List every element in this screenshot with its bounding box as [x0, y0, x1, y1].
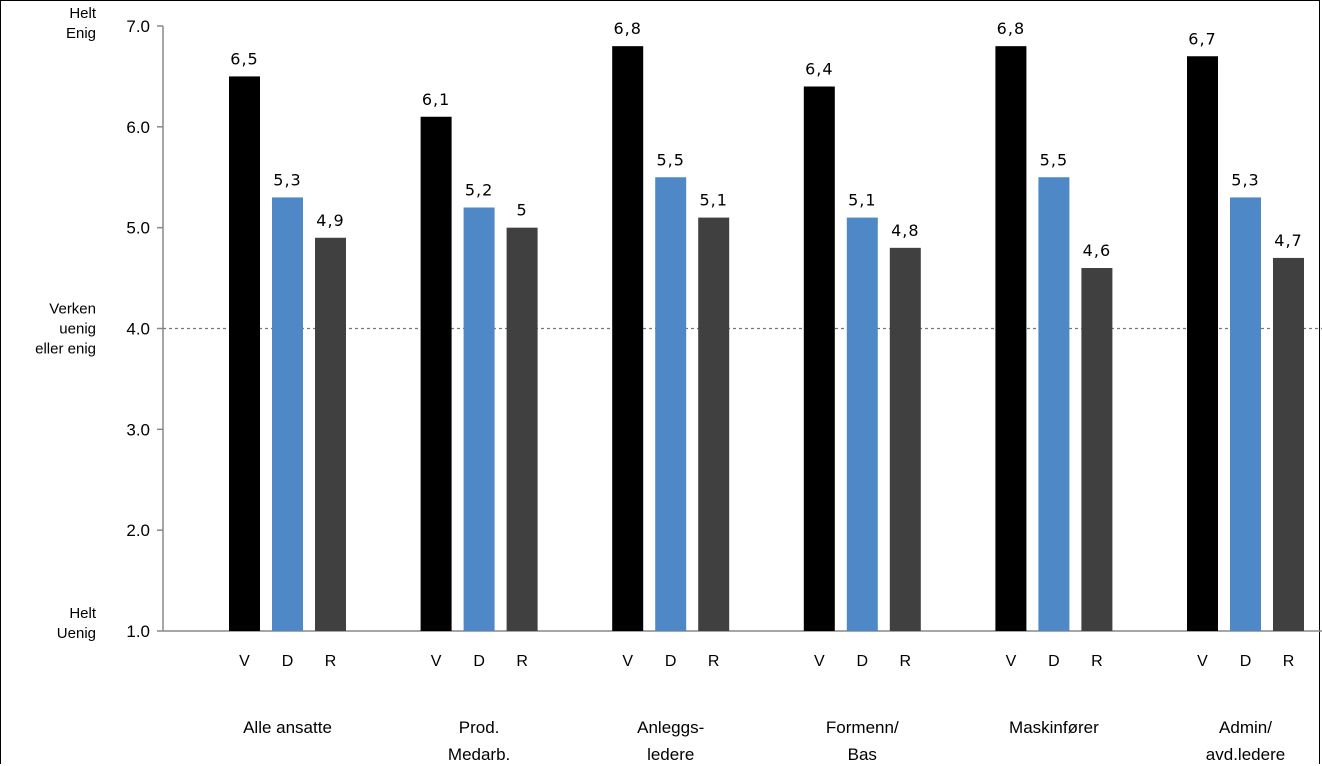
bar-value-label: 5,3: [1231, 170, 1259, 189]
bar: [420, 116, 452, 631]
sub-category-label: R: [708, 653, 720, 670]
bar: [655, 177, 687, 631]
y-side-label: Uenig: [57, 625, 96, 642]
sub-category-label: V: [622, 653, 633, 670]
y-tick-label: 7.0: [126, 17, 150, 36]
y-tick-label: 6.0: [126, 118, 150, 137]
sub-category-label: R: [516, 653, 528, 670]
sub-category-label: R: [1091, 653, 1103, 670]
sub-category-label: R: [900, 653, 912, 670]
bar: [846, 217, 878, 632]
bar-value-label: 4,6: [1083, 241, 1111, 260]
bar: [1273, 257, 1304, 631]
group-label: Medarb.: [448, 745, 510, 764]
y-side-label: Verken: [49, 301, 96, 318]
bar: [889, 247, 921, 632]
group-label: Formenn/: [826, 718, 899, 737]
bar: [1038, 177, 1070, 631]
bar-value-label: 5,3: [273, 170, 301, 189]
bar: [1081, 268, 1113, 631]
bar-value-label: 4,9: [316, 211, 344, 230]
bar-value-label: 6,8: [613, 19, 641, 38]
bar-value-label: 4,8: [891, 221, 919, 240]
sub-category-label: R: [325, 653, 337, 670]
bar-value-label: 5,5: [656, 150, 684, 169]
sub-category-label: D: [1048, 653, 1060, 670]
bar-value-label: 5: [517, 201, 528, 220]
bar: [463, 207, 495, 631]
group-label: Alle ansatte: [243, 718, 332, 737]
bar: [1187, 56, 1218, 631]
y-side-label: Helt: [69, 5, 97, 22]
group-label: Maskinfører: [1009, 718, 1099, 737]
sub-category-label: D: [1240, 653, 1252, 670]
bar-value-label: 4,7: [1274, 231, 1302, 250]
bar: [506, 227, 538, 631]
group-label: Anleggs-: [637, 718, 704, 737]
group-label: Prod.: [459, 718, 500, 737]
bar: [612, 46, 644, 631]
bar-value-label: 5,1: [848, 191, 876, 210]
sub-category-label: D: [473, 653, 485, 670]
y-tick-label: 1.0: [126, 622, 150, 641]
sub-category-label: V: [431, 653, 442, 670]
bar: [803, 86, 835, 631]
bar-value-label: 5,1: [699, 191, 727, 210]
y-tick-label: 5.0: [126, 219, 150, 238]
bar-value-label: 6,5: [230, 49, 258, 68]
sub-category-label: D: [665, 653, 677, 670]
group-label: avd.ledere: [1206, 745, 1285, 764]
sub-category-label: D: [857, 653, 869, 670]
bar: [315, 237, 346, 631]
sub-category-label: D: [282, 653, 294, 670]
group-label: Bas: [848, 745, 877, 764]
sub-category-label: V: [1197, 653, 1208, 670]
group-label: Admin/: [1219, 718, 1272, 737]
bar-value-label: 6,8: [997, 19, 1025, 38]
bar-value-label: 5,2: [465, 181, 493, 200]
bar: [995, 46, 1027, 631]
bar-value-label: 6,7: [1188, 29, 1216, 48]
bar: [229, 76, 260, 631]
y-side-label: eller enig: [35, 341, 96, 358]
y-tick-label: 2.0: [126, 521, 150, 540]
bar-value-label: 5,5: [1040, 150, 1068, 169]
sub-category-label: V: [1006, 653, 1017, 670]
group-label: ledere: [647, 745, 694, 764]
sub-category-label: R: [1283, 653, 1295, 670]
bar-value-label: 6,4: [805, 60, 833, 79]
y-side-label: Enig: [66, 25, 96, 42]
sub-category-label: V: [239, 653, 250, 670]
y-side-label: Helt: [69, 605, 97, 622]
y-tick-label: 4.0: [126, 320, 150, 339]
bar: [698, 217, 730, 632]
bar-value-label: 6,1: [422, 90, 450, 109]
y-side-label: uenig: [59, 321, 96, 338]
bar: [272, 197, 303, 631]
sub-category-label: V: [814, 653, 825, 670]
bar: [1230, 197, 1261, 631]
y-tick-label: 3.0: [126, 420, 150, 439]
